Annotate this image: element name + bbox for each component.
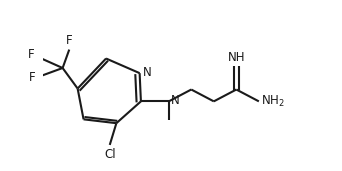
- Text: NH$_2$: NH$_2$: [261, 94, 285, 109]
- Text: N: N: [143, 66, 152, 79]
- Text: F: F: [66, 34, 73, 47]
- Text: NH: NH: [227, 51, 245, 64]
- Text: Cl: Cl: [104, 148, 116, 161]
- Text: N: N: [171, 94, 180, 107]
- Text: F: F: [27, 48, 34, 61]
- Text: F: F: [29, 71, 35, 84]
